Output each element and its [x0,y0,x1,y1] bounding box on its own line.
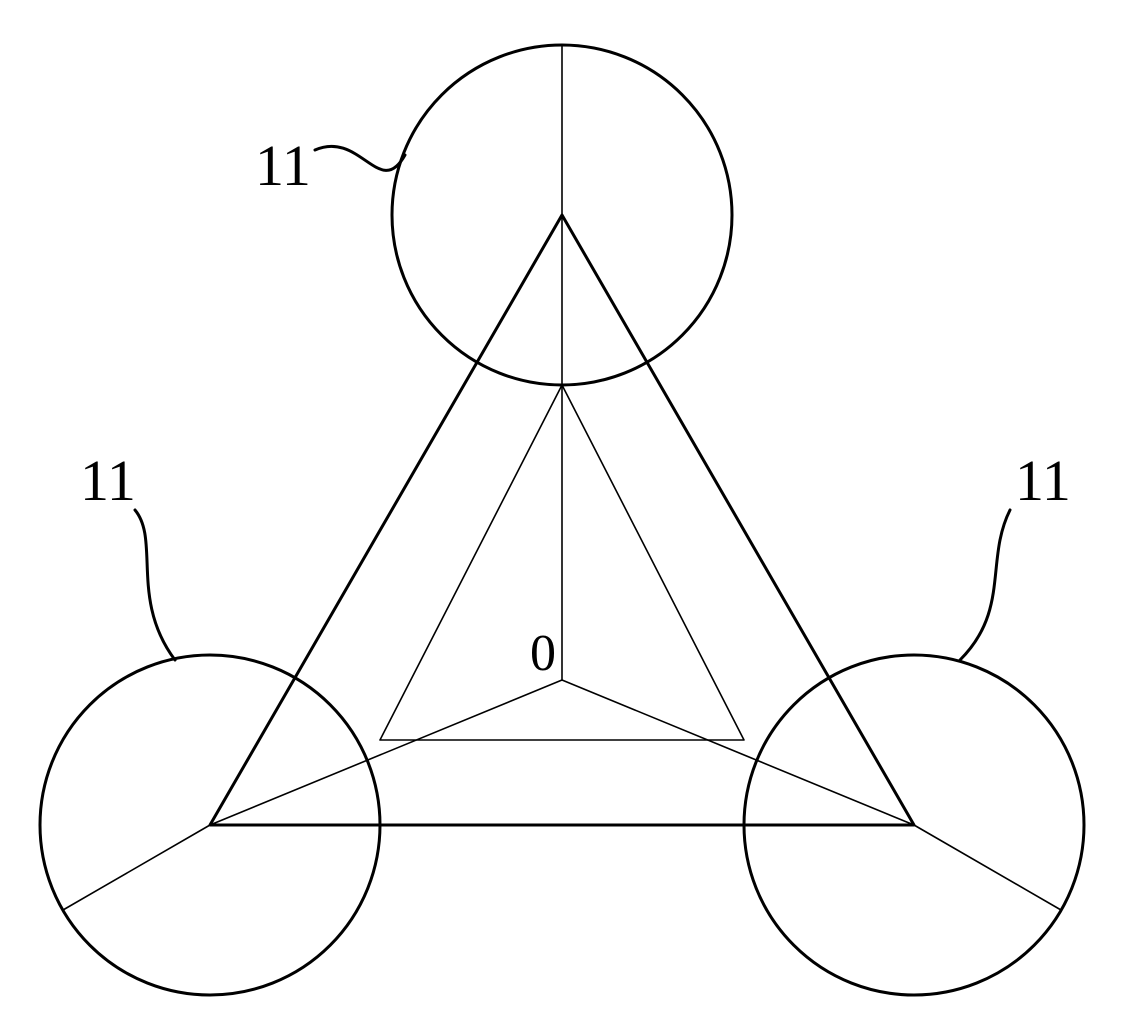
label-top: 11 [255,133,311,198]
line-left_to_center [210,680,562,825]
callout-leader-left [135,510,175,660]
label-left: 11 [80,448,136,513]
line-right_to_center [562,680,914,825]
line-right_outer [914,825,1061,910]
line-left_outer [63,825,210,910]
label-right: 11 [1015,448,1071,513]
label-center: 0 [530,625,556,682]
callout-leader-top [315,146,405,170]
callout-leader-right [960,510,1010,660]
